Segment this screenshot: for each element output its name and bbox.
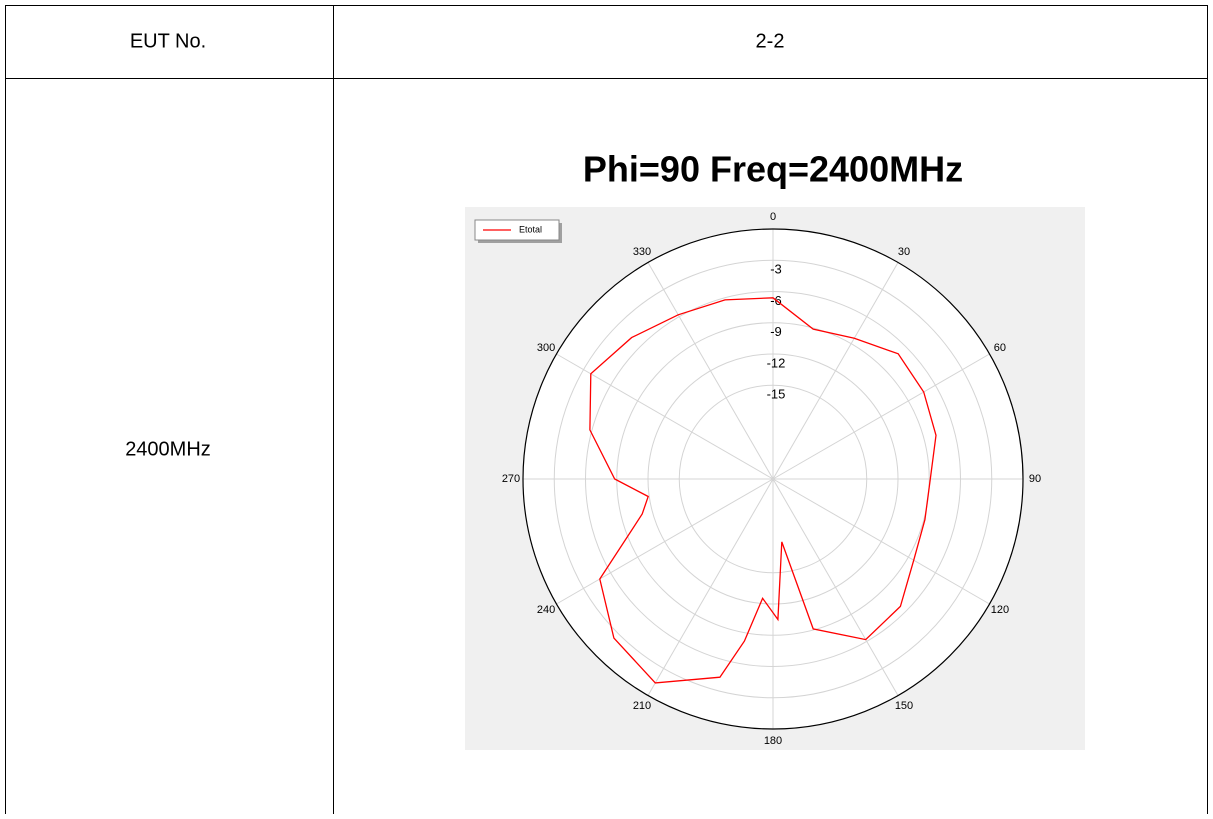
outer-circle <box>522 228 1024 730</box>
legend-label: Etotal <box>519 224 542 234</box>
grid-spoke <box>772 478 899 696</box>
grid-spoke <box>647 478 774 696</box>
grid-spoke <box>772 262 899 480</box>
theta-tick-label: 0 <box>770 211 776 223</box>
theta-tick-label: 120 <box>991 604 1009 616</box>
header-cell: 2-2 <box>756 30 785 52</box>
r-tick-label: -12 <box>767 355 786 370</box>
header-cell: EUT No. <box>130 30 206 52</box>
r-tick-label: -15 <box>767 387 786 402</box>
series-line <box>589 297 937 684</box>
theta-tick-label: 60 <box>994 342 1006 354</box>
theta-tick-label: 150 <box>895 700 913 712</box>
theta-tick-label: 180 <box>764 735 782 747</box>
table-border <box>5 5 1208 819</box>
grid-spoke <box>556 353 774 480</box>
theta-tick-label: 30 <box>898 246 910 258</box>
theta-tick-label: 90 <box>1029 473 1041 485</box>
chart-title: Phi=90 Freq=2400MHz <box>583 149 963 190</box>
theta-tick-label: 330 <box>633 246 651 258</box>
grid-spoke <box>772 353 990 480</box>
legend-box <box>474 219 560 241</box>
theta-tick-label: 270 <box>502 473 520 485</box>
r-tick-label: -3 <box>770 262 782 277</box>
grid-spoke <box>772 478 990 605</box>
r-tick-label: -9 <box>770 324 782 339</box>
theta-tick-label: 210 <box>633 700 651 712</box>
theta-tick-label: 300 <box>537 342 555 354</box>
theta-tick-label: 240 <box>537 604 555 616</box>
grid-spoke <box>647 262 774 480</box>
grid-spoke <box>556 478 774 605</box>
row-label: 2400MHz <box>125 438 211 460</box>
